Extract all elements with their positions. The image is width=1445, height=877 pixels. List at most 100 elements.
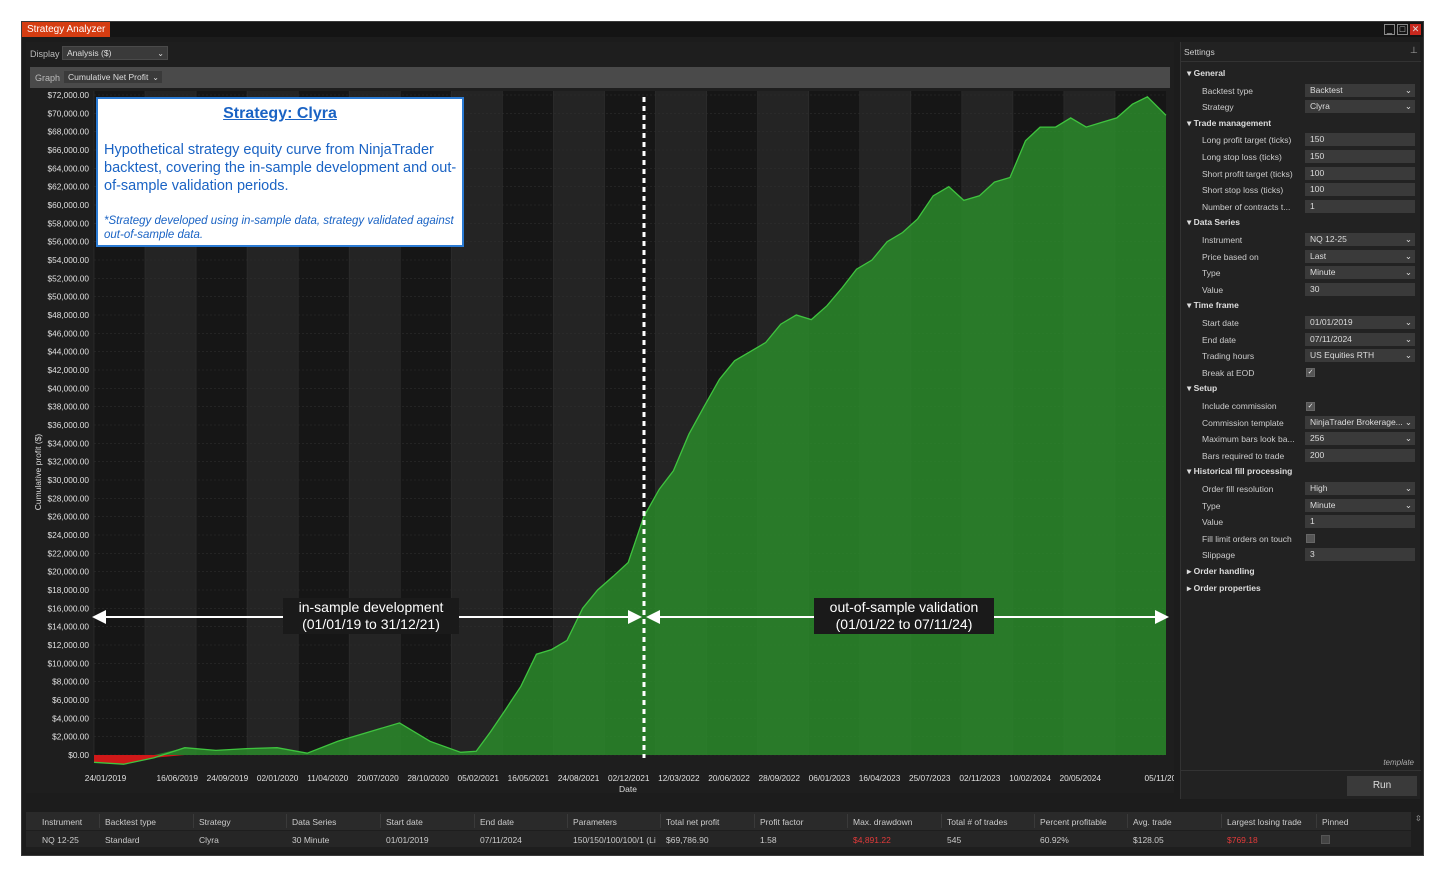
column-header[interactable]: Backtest type [105, 817, 157, 827]
setting-dropdown[interactable]: NQ 12-25 ⌄ [1305, 233, 1415, 246]
negative-area [94, 755, 1166, 765]
setting-dropdown[interactable]: NinjaTrader Brokerage... ⌄ [1305, 415, 1415, 429]
setting-dropdown[interactable]: Backtest ⌄ [1305, 83, 1415, 97]
setting-dropdown[interactable]: Minute ⌄ [1305, 266, 1415, 280]
column-header[interactable]: End date [480, 817, 515, 827]
y-tick-label: $14,000.00 [47, 622, 89, 632]
setting-checkbox[interactable]: ✓ [1306, 401, 1315, 411]
y-tick-label: $2,000.00 [52, 732, 89, 742]
chevron-down-icon: ▾ [1187, 117, 1194, 128]
setting-label: Long stop loss (ticks) [1202, 152, 1282, 162]
settings-section-order-handling[interactable]: ▸ Order handling [1187, 566, 1255, 577]
scroll-updown-icon[interactable]: ⇳ [1415, 814, 1422, 823]
x-tick-label: 10/02/2024 [1009, 773, 1051, 783]
setting-dropdown[interactable]: 256 ⌄ [1305, 432, 1415, 446]
close-icon[interactable]: ✕ [1410, 24, 1421, 35]
setting-input[interactable]: 1 [1305, 515, 1415, 529]
setting-dropdown[interactable]: High ⌄ [1305, 482, 1415, 495]
pin-icon[interactable]: ⊥ [1410, 45, 1418, 55]
table-cell: $769.18 [1227, 835, 1258, 845]
setting-input[interactable]: 100 [1305, 166, 1415, 180]
setting-label: Strategy [1202, 102, 1234, 113]
y-tick-label: $56,000.00 [47, 237, 89, 247]
setting-value: NQ 12-25 [1310, 234, 1347, 244]
settings-section-label: General [1193, 68, 1226, 78]
column-header[interactable]: Parameters [573, 817, 617, 827]
settings-section-setup[interactable]: ▾ Setup [1187, 383, 1217, 394]
settings-section-trade-management[interactable]: ▾ Trade management [1187, 118, 1271, 129]
chevron-down-icon: ⌄ [1404, 101, 1412, 112]
display-dropdown[interactable]: Analysis ($) ⌄ [62, 46, 168, 60]
results-grid: Instrument Backtest type Strategy Data Seri… [26, 812, 1422, 852]
setting-checkbox[interactable]: ✓ [1306, 368, 1315, 378]
chevron-down-icon: ⌄ [1404, 234, 1412, 244]
maximize-icon[interactable]: □ [1397, 24, 1408, 35]
results-header-row: Instrument Backtest type Strategy Data Seri… [26, 812, 1411, 830]
run-button[interactable]: Run [1347, 776, 1417, 796]
chevron-down-icon: ▾ [1187, 68, 1194, 78]
setting-value: Clyra [1310, 101, 1330, 112]
setting-input[interactable]: 100 [1305, 183, 1415, 197]
y-tick-label: $22,000.00 [47, 548, 89, 558]
x-tick-label: 24/09/2019 [207, 773, 249, 783]
y-tick-label: $72,000.00 [47, 90, 89, 100]
column-header[interactable]: Percent profitable [1040, 817, 1107, 827]
setting-input[interactable]: 150 [1305, 150, 1415, 163]
setting-dropdown[interactable]: 01/01/2019 ⌄ [1305, 316, 1415, 329]
setting-input[interactable]: 30 [1305, 282, 1415, 296]
settings-section-time-frame[interactable]: ▾ Time frame [1187, 300, 1239, 311]
setting-value: 150 [1310, 134, 1325, 145]
column-header[interactable]: Start date [386, 817, 423, 827]
setting-checkbox[interactable] [1306, 534, 1315, 544]
setting-dropdown[interactable]: Minute ⌄ [1305, 498, 1415, 512]
settings-section-order-properties[interactable]: ▸ Order properties [1187, 583, 1261, 594]
x-tick-label: 12/03/2022 [658, 773, 700, 783]
template-link[interactable]: template [1383, 758, 1414, 767]
column-header[interactable]: Pinned [1322, 817, 1349, 827]
out-of-sample-label: out-of-sample validation (01/01/22 to 07… [814, 598, 994, 634]
chevron-right-icon: ▸ [1187, 566, 1194, 576]
y-tick-label: $40,000.00 [47, 383, 89, 393]
setting-input[interactable]: 200 [1305, 448, 1415, 462]
setting-dropdown[interactable]: Clyra ⌄ [1305, 100, 1415, 114]
y-tick-label: $36,000.00 [47, 420, 89, 430]
setting-dropdown[interactable]: Last ⌄ [1305, 249, 1415, 263]
column-header[interactable]: Total net profit [666, 817, 720, 827]
column-header[interactable]: Total # of trades [947, 817, 1008, 827]
table-cell: 07/11/2024 [480, 835, 522, 845]
chevron-down-icon: ⌄ [1404, 84, 1412, 95]
graph-dropdown[interactable]: Cumulative Net Profit ⌄ [63, 70, 163, 84]
column-header[interactable]: Avg. trade [1133, 817, 1172, 827]
settings-section-general[interactable]: ▾ General [1187, 68, 1225, 79]
x-axis-label: Date [619, 784, 637, 794]
column-header[interactable]: Strategy [199, 817, 231, 827]
column-header[interactable]: Profit factor [760, 817, 804, 827]
setting-value: NinjaTrader Brokerage... [1310, 416, 1403, 427]
x-tick-label: 02/12/2021 [608, 773, 650, 783]
setting-value: 01/01/2019 [1310, 317, 1353, 327]
settings-section-label: Order properties [1193, 582, 1261, 593]
column-header[interactable]: Data Series [292, 817, 337, 827]
profit-line [93, 96, 1167, 765]
y-tick-label: $38,000.00 [47, 402, 89, 412]
setting-input[interactable]: 150 [1305, 133, 1415, 147]
y-tick-label: $8,000.00 [52, 677, 89, 687]
minimize-icon[interactable]: _ [1384, 24, 1395, 35]
column-header[interactable]: Largest losing trade [1227, 817, 1302, 827]
settings-section-data-series[interactable]: ▾ Data Series [1187, 217, 1240, 228]
setting-input[interactable]: 3 [1305, 548, 1415, 562]
table-row[interactable]: NQ 12-25 Standard Clyra 30 Minute 01/01/2019… [26, 831, 1411, 847]
y-tick-label: $34,000.00 [47, 438, 89, 448]
strategy-note: *Strategy developed using in-sample data… [104, 215, 454, 241]
chevron-down-icon: ⌄ [1404, 317, 1412, 327]
pinned-checkbox[interactable] [1321, 835, 1330, 844]
column-header[interactable]: Instrument [42, 817, 83, 827]
settings-section-historical-fill-processing[interactable]: ▾ Historical fill processing [1187, 466, 1292, 477]
setting-input[interactable]: 1 [1305, 199, 1415, 213]
chevron-down-icon: ⌄ [157, 49, 164, 58]
chevron-down-icon: ▾ [1187, 466, 1194, 477]
column-header[interactable]: Max. drawdown [853, 817, 913, 827]
y-axis-label: Cumulative profit ($) [33, 434, 43, 511]
setting-dropdown[interactable]: 07/11/2024 ⌄ [1305, 332, 1415, 346]
setting-dropdown[interactable]: US Equities RTH ⌄ [1305, 349, 1415, 363]
